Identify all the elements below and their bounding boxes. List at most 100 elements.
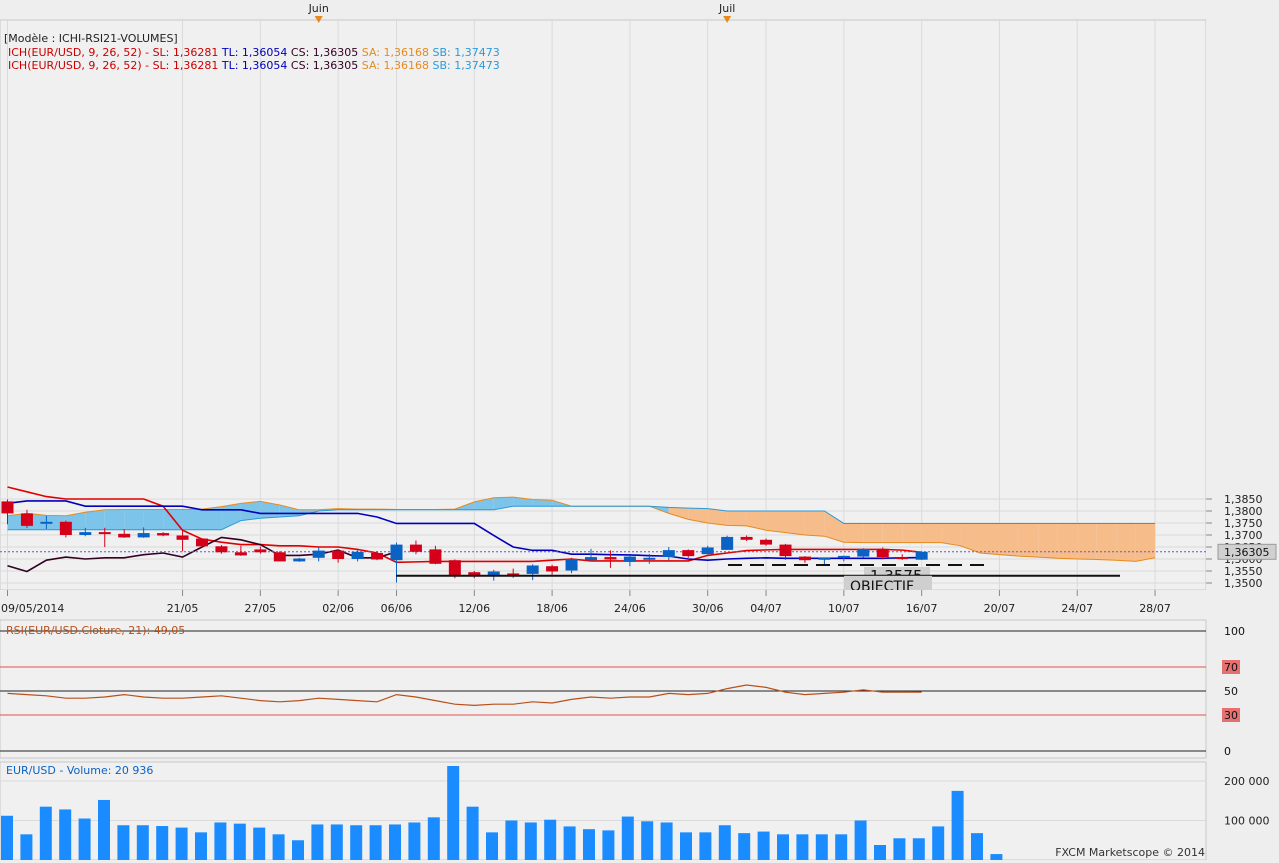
current-price-label: 1,36305	[1224, 546, 1270, 559]
candle-body	[838, 556, 850, 558]
candle-body	[604, 557, 616, 559]
date-tick-label: 10/07	[828, 602, 860, 615]
date-tick-label: 12/06	[458, 602, 490, 615]
volume-bar	[913, 838, 925, 860]
volume-bar	[564, 826, 576, 860]
candle-body	[527, 565, 539, 573]
volume-bar	[137, 825, 149, 860]
date-tick-label: 04/07	[750, 602, 782, 615]
candle-body	[196, 539, 208, 547]
cloud-segment	[183, 509, 202, 530]
volume-bar	[156, 826, 168, 860]
legend-segment: SA: 1,36168	[362, 46, 433, 59]
volume-bar	[505, 821, 517, 861]
cloud-segment	[902, 523, 921, 542]
volume-bar	[79, 819, 91, 860]
cloud-segment	[922, 523, 941, 542]
volume-bar	[583, 829, 595, 860]
cloud-segment	[1097, 523, 1116, 560]
volume-bar	[98, 800, 110, 860]
candle-body	[332, 551, 344, 559]
candle-body	[663, 550, 675, 557]
volume-bar	[835, 834, 847, 860]
volume-bar	[893, 838, 905, 860]
legend-segment: ICH(EUR/USD, 9, 26, 52) - SL: 1,36281	[8, 46, 222, 59]
volume-bar	[486, 832, 498, 860]
month-label: Juil	[718, 2, 735, 15]
volume-bar	[699, 832, 711, 860]
candle-body	[721, 537, 733, 550]
candle-body	[157, 533, 169, 535]
cloud-segment	[144, 510, 163, 530]
legend-segment: CS: 1,36305	[291, 46, 362, 59]
cloud-segment	[844, 523, 863, 542]
date-tick-label: 09/05/2014	[1, 602, 64, 615]
legend-segment: TL: 1,36054	[221, 59, 291, 72]
cloud-segment	[863, 523, 882, 542]
cloud-segment	[980, 523, 999, 554]
rsi-level-label: 30	[1224, 709, 1238, 722]
rsi-level-label: 100	[1224, 625, 1245, 638]
legend-segment: SA: 1,36168	[362, 59, 433, 72]
cloud-segment	[1136, 523, 1155, 561]
date-tick-label: 18/06	[536, 602, 568, 615]
volume-title: EUR/USD - Volume: 20 936	[6, 764, 153, 777]
candle-body	[760, 540, 772, 545]
volume-tick-label: 100 000	[1224, 815, 1270, 828]
volume-bar	[117, 825, 129, 860]
candle-body	[254, 549, 266, 552]
volume-bar	[273, 834, 285, 860]
rsi-title: RSI(EUR/USD.Cloture, 21): 49,05	[6, 624, 185, 637]
cloud-segment	[124, 510, 143, 530]
volume-bar	[680, 832, 692, 860]
volume-bar	[311, 824, 323, 860]
candle-body	[215, 546, 227, 552]
date-tick-label: 24/07	[1061, 602, 1093, 615]
volume-bar	[602, 830, 614, 860]
rsi-level-label: 0	[1224, 745, 1231, 758]
volume-bar	[1, 816, 13, 860]
candle-body	[118, 534, 130, 538]
volume-bar	[59, 809, 71, 860]
legend-segment: CS: 1,36305	[291, 59, 362, 72]
candle-body	[702, 547, 714, 554]
volume-bar	[622, 817, 634, 860]
current-price-badge: 1,36305	[1218, 544, 1276, 559]
candle-body	[818, 558, 830, 560]
date-tick-label: 24/06	[614, 602, 646, 615]
volume-bar	[40, 807, 52, 860]
date-tick-label: 20/07	[984, 602, 1016, 615]
candle-body	[2, 501, 14, 513]
candle-body	[391, 545, 403, 561]
candle-body	[177, 535, 189, 539]
cloud-segment	[1116, 523, 1135, 561]
volume-bar	[195, 832, 207, 860]
legend-segment: TL: 1,36054	[221, 46, 291, 59]
legend-row-2: ICH(EUR/USD, 9, 26, 52) - SL: 1,36281 TL…	[8, 59, 500, 72]
volume-bar	[467, 807, 479, 860]
candle-body	[99, 532, 111, 534]
copyright: FXCM Marketscope © 2014	[1055, 846, 1205, 859]
candle-body	[235, 552, 247, 555]
price-panel[interactable]	[0, 20, 1206, 590]
volume-bar	[350, 825, 362, 860]
candle-body	[138, 533, 150, 537]
volume-bar	[525, 822, 537, 860]
volume-bar	[389, 824, 401, 860]
candle-body	[585, 557, 597, 560]
date-tick-label: 30/06	[692, 602, 724, 615]
cloud-segment	[1058, 523, 1077, 559]
volume-bar	[874, 845, 886, 860]
date-tick-label: 28/07	[1139, 602, 1171, 615]
volume-bar	[855, 821, 867, 861]
legend-segment: SB: 1,37473	[433, 59, 500, 72]
rsi-level-label: 50	[1224, 685, 1238, 698]
cloud-segment	[1038, 523, 1057, 558]
date-tick-label: 21/05	[167, 602, 199, 615]
cloud-segment	[1077, 523, 1096, 559]
volume-bar	[777, 834, 789, 860]
candle-body	[780, 545, 792, 557]
rsi-panel[interactable]	[0, 620, 1206, 758]
